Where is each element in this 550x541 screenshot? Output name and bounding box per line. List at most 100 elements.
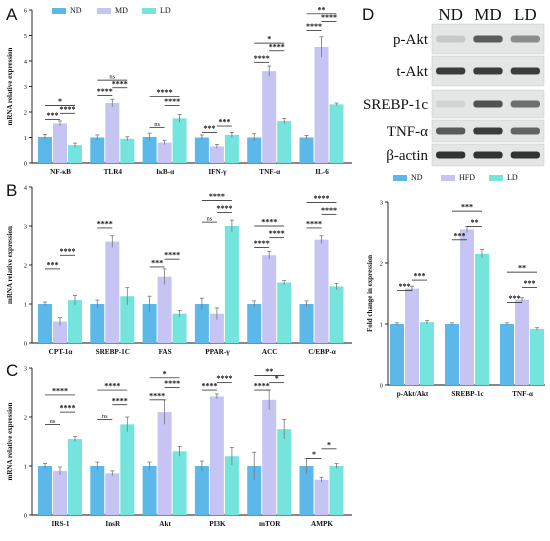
category-label: C/EBP-α <box>308 348 336 356</box>
bar-md <box>53 123 67 163</box>
y-tick-label: 0 <box>380 382 383 389</box>
significance-label: *** <box>509 294 521 303</box>
bar-md <box>262 71 277 163</box>
significance-label: ns <box>109 74 115 81</box>
bar-md <box>262 255 277 343</box>
y-tick-label: 0 <box>24 340 27 347</box>
category-label: ACC <box>262 348 278 356</box>
significance-label: *** <box>454 231 466 240</box>
bar-md <box>53 321 67 343</box>
panel-label-b: B <box>6 181 17 200</box>
y-tick-label: 2 <box>24 414 27 421</box>
legend-swatch-nd <box>393 175 407 181</box>
significance-label: * <box>312 450 316 459</box>
significance-label: **** <box>269 42 285 51</box>
legend-entry: LD <box>507 173 518 182</box>
significance-label: **** <box>104 382 120 391</box>
significance-label: **** <box>97 219 113 228</box>
bar-nd <box>38 304 52 343</box>
bar-md <box>105 241 120 343</box>
category-label: IκB-α <box>156 168 174 176</box>
bar-ld <box>530 328 544 385</box>
y-tick-label: 3 <box>24 365 27 372</box>
bar-nd <box>500 324 514 385</box>
blot-protein-label: t-Akt <box>396 64 428 80</box>
blot-band <box>473 100 503 108</box>
bar-nd <box>142 466 157 515</box>
bar-nd <box>445 324 459 385</box>
blot-band <box>473 67 503 75</box>
legend-entry: LD <box>160 6 171 15</box>
significance-label: **** <box>112 79 128 88</box>
category-label: TNF-α <box>259 168 280 176</box>
significance-label: ** <box>318 5 326 14</box>
bar-nd <box>247 466 262 515</box>
legend-swatch-md <box>97 8 111 14</box>
bar-md <box>157 276 172 343</box>
bar-nd <box>142 136 157 163</box>
bar-ld <box>277 282 292 343</box>
panel-c: 0 1 2 3 mRNA relative expression IRS-1 InsR Akt… <box>6 365 352 528</box>
bar-md <box>157 412 172 515</box>
bar-ld <box>329 466 344 515</box>
legend-swatch-ld <box>489 175 503 181</box>
y-tick-label: 2 <box>24 109 27 116</box>
significance-label: *** <box>203 124 215 133</box>
bar-nd <box>90 137 105 163</box>
category-label: FAS <box>159 348 172 356</box>
significance-label: *** <box>47 111 59 120</box>
bar-md <box>314 239 329 343</box>
bar-ld <box>68 145 82 163</box>
significance-label: **** <box>209 192 225 201</box>
bar-md <box>157 142 172 163</box>
y-axis-label: mRNA relative expression <box>6 226 14 304</box>
significance-label: ns <box>154 121 160 128</box>
y-tick-label: 2 <box>380 260 383 267</box>
significance-label: **** <box>164 379 180 388</box>
y-tick-label: 2 <box>24 262 27 269</box>
category-label: IFN-γ <box>208 168 227 176</box>
blot-band <box>510 35 540 43</box>
bar-md <box>209 396 224 515</box>
significance-label: *** <box>524 279 536 288</box>
significance-label: ns <box>207 216 213 223</box>
category-label: TLR4 <box>104 168 123 176</box>
bar-ld <box>68 300 82 343</box>
significance-label: **** <box>254 239 270 248</box>
bar-nd <box>38 136 52 163</box>
bar-ld <box>277 429 292 515</box>
bar-ld <box>68 439 82 515</box>
significance-label: * <box>163 369 167 378</box>
category-label: IRS-1 <box>52 520 70 528</box>
significance-label: **** <box>321 206 337 215</box>
bar-md <box>209 313 224 343</box>
y-tick-label: 1 <box>24 463 27 470</box>
bar-ld <box>329 286 344 343</box>
bar-hfd <box>460 229 474 385</box>
bar-md <box>53 470 67 515</box>
panel-label-c: C <box>6 361 18 380</box>
bar-ld <box>120 424 135 515</box>
blot-band <box>510 151 540 159</box>
y-tick-label: 3 <box>24 84 27 91</box>
significance-label: * <box>327 440 331 449</box>
blot-band <box>473 35 503 43</box>
bar-ld <box>120 138 135 163</box>
y-tick-label: 5 <box>24 33 27 40</box>
category-label: p-Akt/Akt <box>397 390 429 398</box>
bar-ld <box>172 118 187 163</box>
blot-band <box>473 151 503 159</box>
bar-md <box>262 399 277 515</box>
legend-entry: MD <box>115 6 128 15</box>
bar-md <box>314 46 329 163</box>
legend-swatch-hfd <box>441 175 455 181</box>
significance-label: **** <box>157 88 173 97</box>
category-label: PI3K <box>209 520 226 528</box>
legend-entry: HFD <box>459 173 475 182</box>
significance-label: *** <box>399 282 411 291</box>
category-label: TNF-α <box>512 390 533 398</box>
significance-label: **** <box>321 13 337 22</box>
category-label: SREBP-1C <box>96 348 130 356</box>
bar-md <box>314 479 329 515</box>
